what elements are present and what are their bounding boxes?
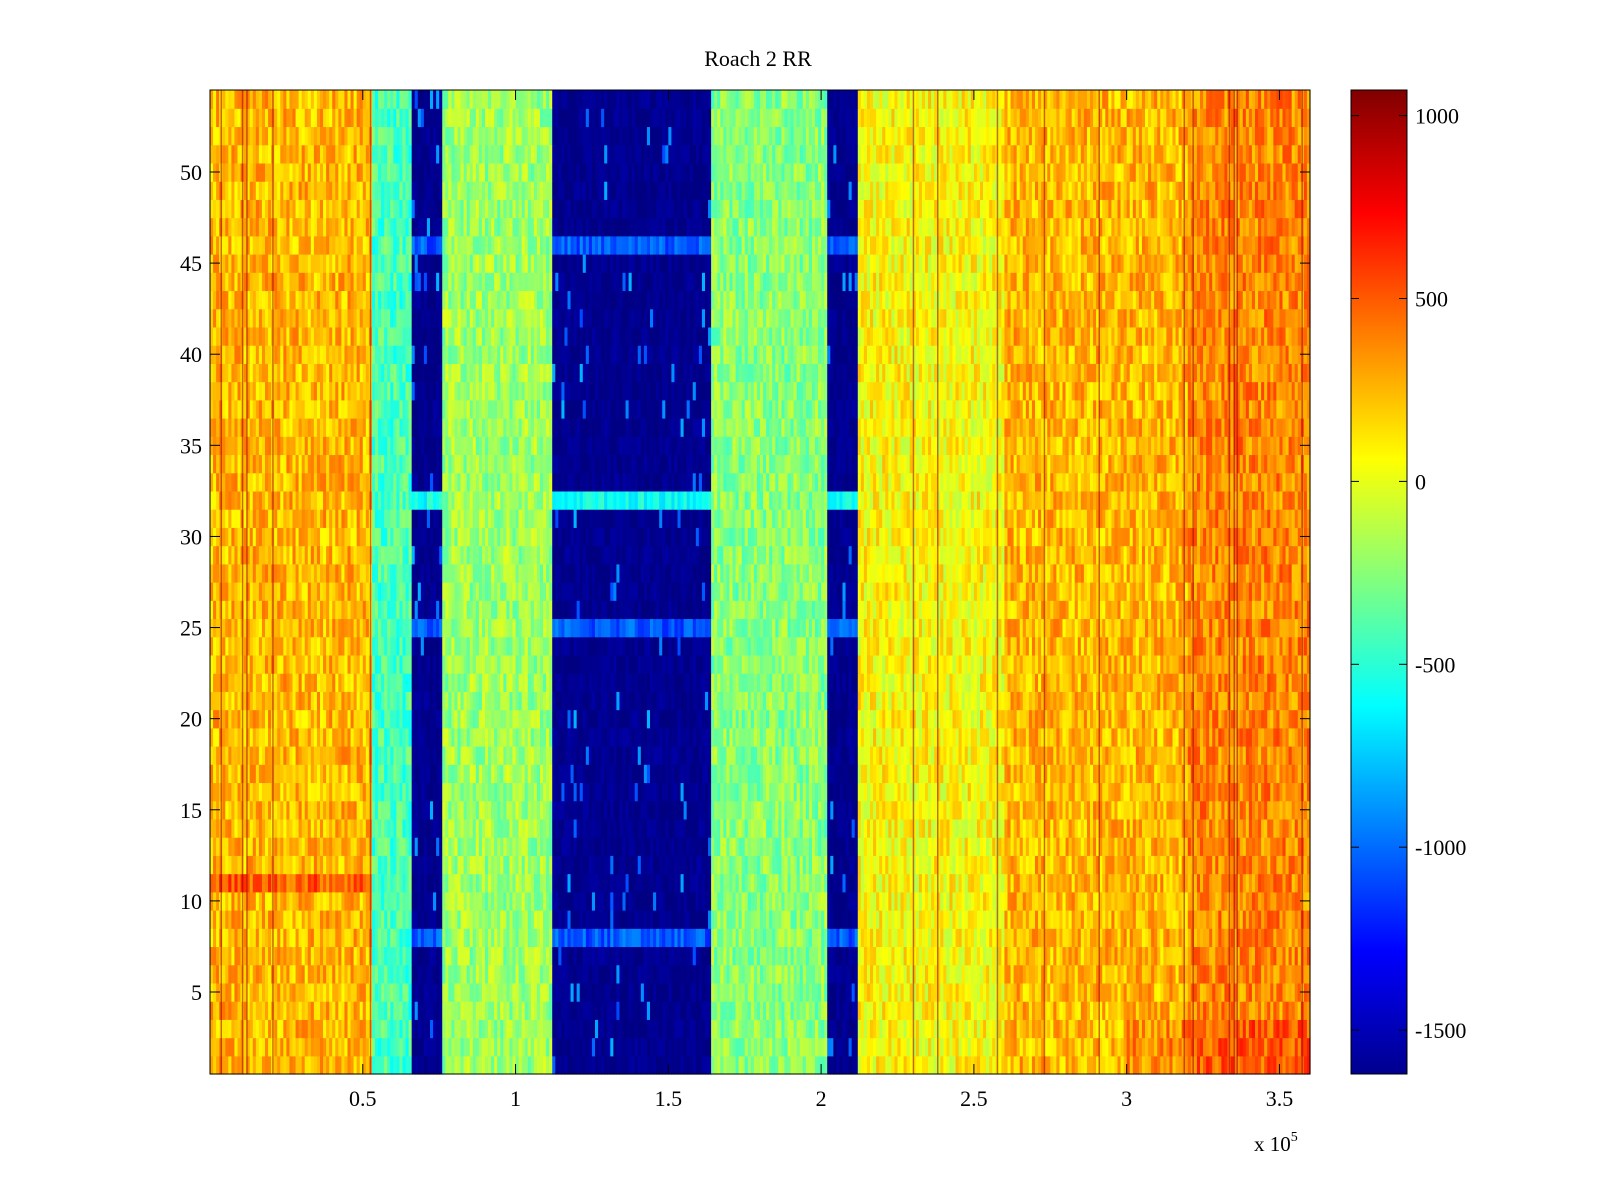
heatmap-row [210, 90, 1311, 109]
heatmap-row [210, 654, 1311, 674]
y-tick-label: 15 [180, 798, 202, 823]
heatmap-row [210, 290, 1311, 310]
heatmap-streaks [220, 90, 1303, 1074]
heatmap-row [210, 345, 1311, 364]
heatmap-row [210, 144, 1311, 164]
heatmap-row [210, 1019, 1311, 1039]
heatmap-row [210, 673, 1311, 692]
heatmap-row [210, 454, 1311, 474]
y-tick-label: 40 [180, 342, 202, 367]
x-tick-label: 2.5 [960, 1086, 988, 1111]
x-tick-label: 0.5 [349, 1086, 377, 1111]
x-tick-label: 1 [510, 1086, 521, 1111]
colorbar-tick-label: 500 [1415, 287, 1448, 312]
heatmap-row [210, 691, 1311, 711]
heatmap-row [210, 545, 1311, 565]
y-axis: 5 10 15 20 25 30 35 40 45 50 [180, 160, 1310, 1005]
colorbar [1350, 89, 1408, 1075]
x-multiplier-exponent: 5 [1291, 1130, 1298, 1145]
chart-title: Roach 2 RR [704, 46, 812, 71]
colorbar-ticks: 1000 500 0 -500 -1000 -1500 [1351, 104, 1466, 1043]
x-axis: 0.5 1 1.5 2 2.5 3 3.5 [349, 90, 1293, 1111]
heatmap-row [210, 855, 1311, 875]
heatmap-row [210, 600, 1311, 620]
heatmap-row [210, 326, 1311, 346]
y-tick-label: 35 [180, 433, 202, 458]
heatmap-row [210, 1055, 1311, 1075]
heatmap-row [210, 818, 1311, 838]
y-tick-label: 45 [180, 251, 202, 276]
heatmap-row [210, 709, 1311, 729]
heatmap-row [210, 272, 1311, 292]
heatmap-row [210, 181, 1311, 200]
heatmap-row [210, 472, 1311, 492]
heatmap-row [210, 928, 1311, 948]
y-tick-label: 5 [191, 980, 202, 1005]
heatmap-row [210, 162, 1311, 182]
heatmap-row [210, 727, 1311, 747]
colorbar-tick-label: -500 [1415, 652, 1455, 677]
colorbar-tick-label: 1000 [1415, 104, 1459, 129]
heatmap-row [210, 126, 1311, 146]
heatmap-row [210, 946, 1311, 966]
heatmap-row [210, 108, 1311, 128]
heatmap-row [210, 891, 1311, 911]
colorbar-tick-label: -1500 [1415, 1018, 1466, 1043]
heatmap-row [210, 582, 1311, 601]
x-tick-label: 3.5 [1266, 1086, 1294, 1111]
heatmap-row [210, 381, 1311, 401]
heatmap-row [210, 418, 1311, 437]
heatmap-row [210, 873, 1311, 893]
y-tick-label: 30 [180, 524, 202, 549]
plot-frame [209, 89, 1311, 1075]
x-tick-label: 1.5 [655, 1086, 683, 1111]
heatmap-row [210, 509, 1311, 528]
heatmap-row [210, 837, 1311, 856]
heatmap-row [210, 618, 1311, 638]
heatmap-row [210, 910, 1311, 929]
heatmap-row [210, 782, 1311, 802]
x-tick-label: 2 [816, 1086, 827, 1111]
heatmap-row [210, 764, 1311, 784]
x-tick-label: 3 [1121, 1086, 1132, 1111]
heatmap-row [210, 254, 1311, 273]
heatmap-row [210, 527, 1311, 547]
heatmap-row [210, 1037, 1311, 1057]
heatmap-row [210, 308, 1311, 328]
y-tick-label: 50 [180, 160, 202, 185]
colorbar-tick-label: 0 [1415, 469, 1426, 494]
heatmap-row [210, 746, 1311, 765]
x-multiplier-base: x 10 [1254, 1132, 1291, 1156]
heatmap-row [210, 563, 1311, 583]
heatmap-row [210, 964, 1311, 984]
y-tick-label: 10 [180, 889, 202, 914]
heatmap-row [210, 399, 1311, 419]
heatmap-row [210, 235, 1311, 255]
colorbar-tick-label: -1000 [1415, 835, 1466, 860]
heatmap-row [210, 490, 1311, 510]
y-tick-label: 20 [180, 707, 202, 732]
heatmap-row [210, 800, 1311, 820]
y-tick-label: 25 [180, 616, 202, 641]
heatmap-row [210, 436, 1311, 456]
x-multiplier: x 105 [1254, 1130, 1298, 1156]
heatmap-row [210, 1001, 1311, 1020]
heatmap-row [210, 363, 1311, 383]
heatmap-row [210, 982, 1311, 1002]
heatmap-row [210, 217, 1311, 237]
heatmap-area [210, 90, 1311, 1075]
heatmap-row [210, 199, 1311, 219]
heatmap-row [210, 636, 1311, 656]
